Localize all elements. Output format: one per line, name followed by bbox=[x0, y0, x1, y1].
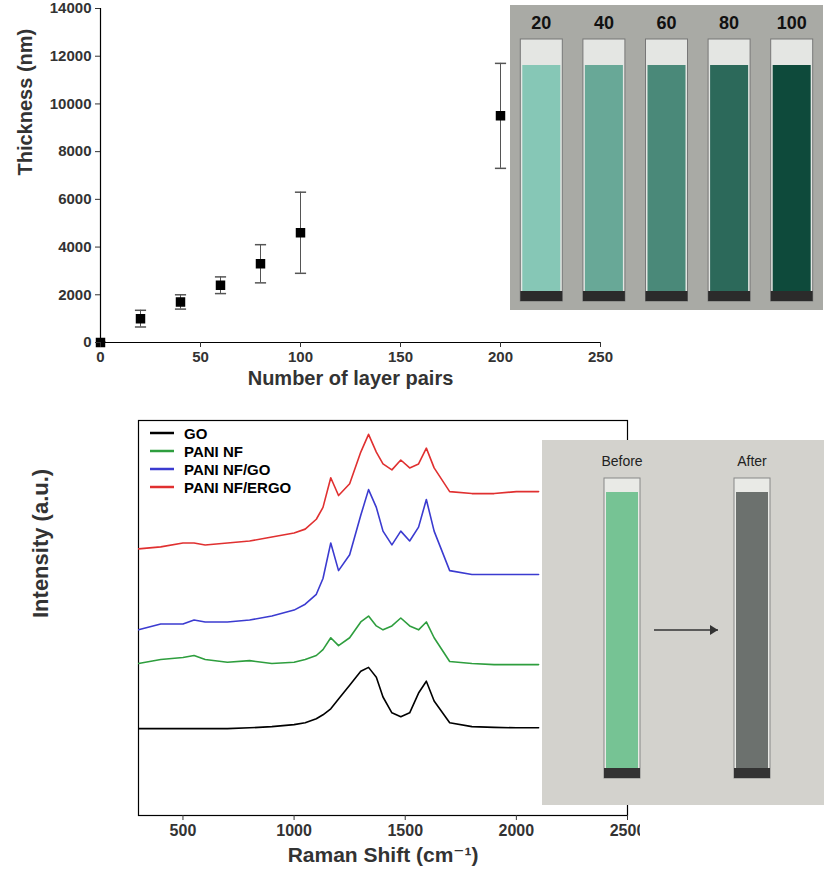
svg-text:40: 40 bbox=[594, 13, 614, 33]
svg-text:8000: 8000 bbox=[58, 142, 91, 159]
html-text:GO: GO bbox=[184, 424, 208, 442]
svg-text:250: 250 bbox=[588, 348, 613, 365]
svg-text:500: 500 bbox=[170, 822, 197, 839]
html-text:PANI NF/ERGO: PANI NF/ERGO bbox=[184, 478, 292, 496]
svg-text:2000: 2000 bbox=[499, 822, 535, 839]
svg-text:Number of layer pairs: Number of layer pairs bbox=[248, 367, 454, 389]
svg-text:0: 0 bbox=[83, 333, 91, 350]
html-text:PANI NF: PANI NF bbox=[184, 442, 243, 460]
svg-text:20: 20 bbox=[531, 13, 551, 33]
svg-text:Raman Shift (cm⁻¹): Raman Shift (cm⁻¹) bbox=[288, 843, 479, 866]
svg-text:Intensity (a.u.): Intensity (a.u.) bbox=[28, 469, 53, 618]
svg-text:6000: 6000 bbox=[58, 190, 91, 207]
svg-text:1000: 1000 bbox=[276, 822, 312, 839]
svg-text:0: 0 bbox=[96, 348, 104, 365]
svg-text:4000: 4000 bbox=[58, 238, 91, 255]
svg-text:80: 80 bbox=[719, 13, 739, 33]
svg-text:14000: 14000 bbox=[50, 0, 92, 16]
svg-text:50: 50 bbox=[192, 348, 209, 365]
html-text:PANI NF/GO: PANI NF/GO bbox=[184, 460, 271, 478]
svg-text:1500: 1500 bbox=[387, 822, 423, 839]
svg-text:2000: 2000 bbox=[58, 286, 91, 303]
svg-text:150: 150 bbox=[388, 348, 413, 365]
svg-text:100: 100 bbox=[288, 348, 313, 365]
svg-text:60: 60 bbox=[656, 13, 676, 33]
svg-text:100: 100 bbox=[777, 13, 807, 33]
svg-text:Thickness (nm): Thickness (nm) bbox=[14, 29, 36, 176]
svg-text:After: After bbox=[737, 453, 767, 469]
svg-text:200: 200 bbox=[488, 348, 513, 365]
svg-text:12000: 12000 bbox=[50, 47, 92, 64]
svg-text:2500: 2500 bbox=[610, 822, 640, 839]
svg-text:10000: 10000 bbox=[50, 95, 92, 112]
svg-text:Before: Before bbox=[601, 453, 642, 469]
